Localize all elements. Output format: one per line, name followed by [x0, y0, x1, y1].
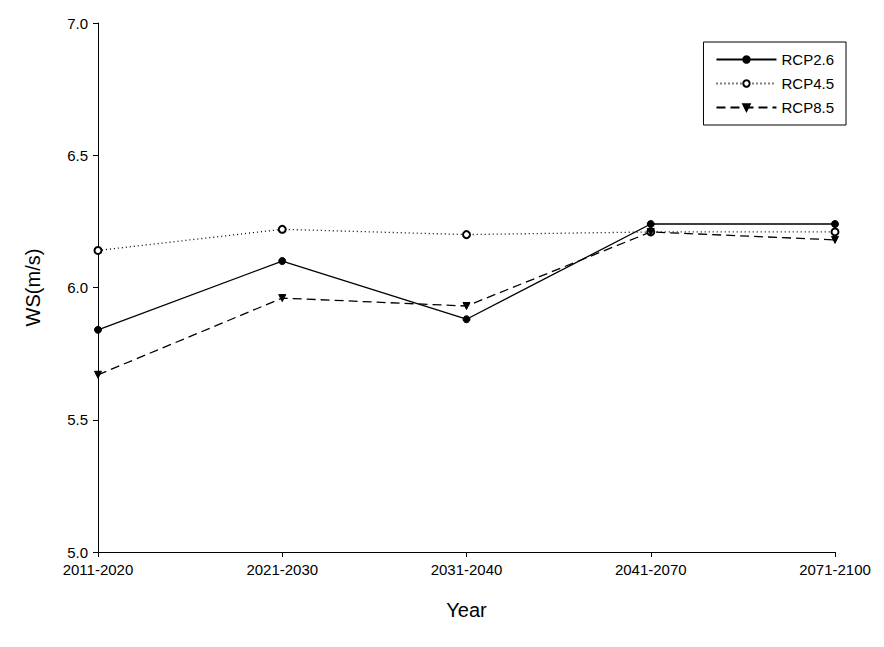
- svg-text:WS(m/s): WS(m/s): [22, 249, 44, 327]
- svg-text:RCP2.6: RCP2.6: [781, 51, 834, 68]
- svg-text:2011-2020: 2011-2020: [63, 561, 134, 578]
- svg-text:2031-2040: 2031-2040: [431, 561, 503, 578]
- svg-text:7.0: 7.0: [67, 15, 88, 32]
- svg-text:RCP4.5: RCP4.5: [781, 75, 834, 92]
- svg-text:2041-2070: 2041-2070: [615, 561, 687, 578]
- svg-text:2021-2030: 2021-2030: [246, 561, 318, 578]
- svg-text:5.5: 5.5: [67, 411, 88, 428]
- svg-text:6.0: 6.0: [67, 279, 88, 296]
- svg-text:RCP8.5: RCP8.5: [781, 99, 834, 116]
- svg-text:2071-2100: 2071-2100: [799, 561, 871, 578]
- svg-text:6.5: 6.5: [67, 147, 88, 164]
- svg-text:5.0: 5.0: [67, 544, 88, 561]
- svg-text:Year: Year: [446, 599, 487, 621]
